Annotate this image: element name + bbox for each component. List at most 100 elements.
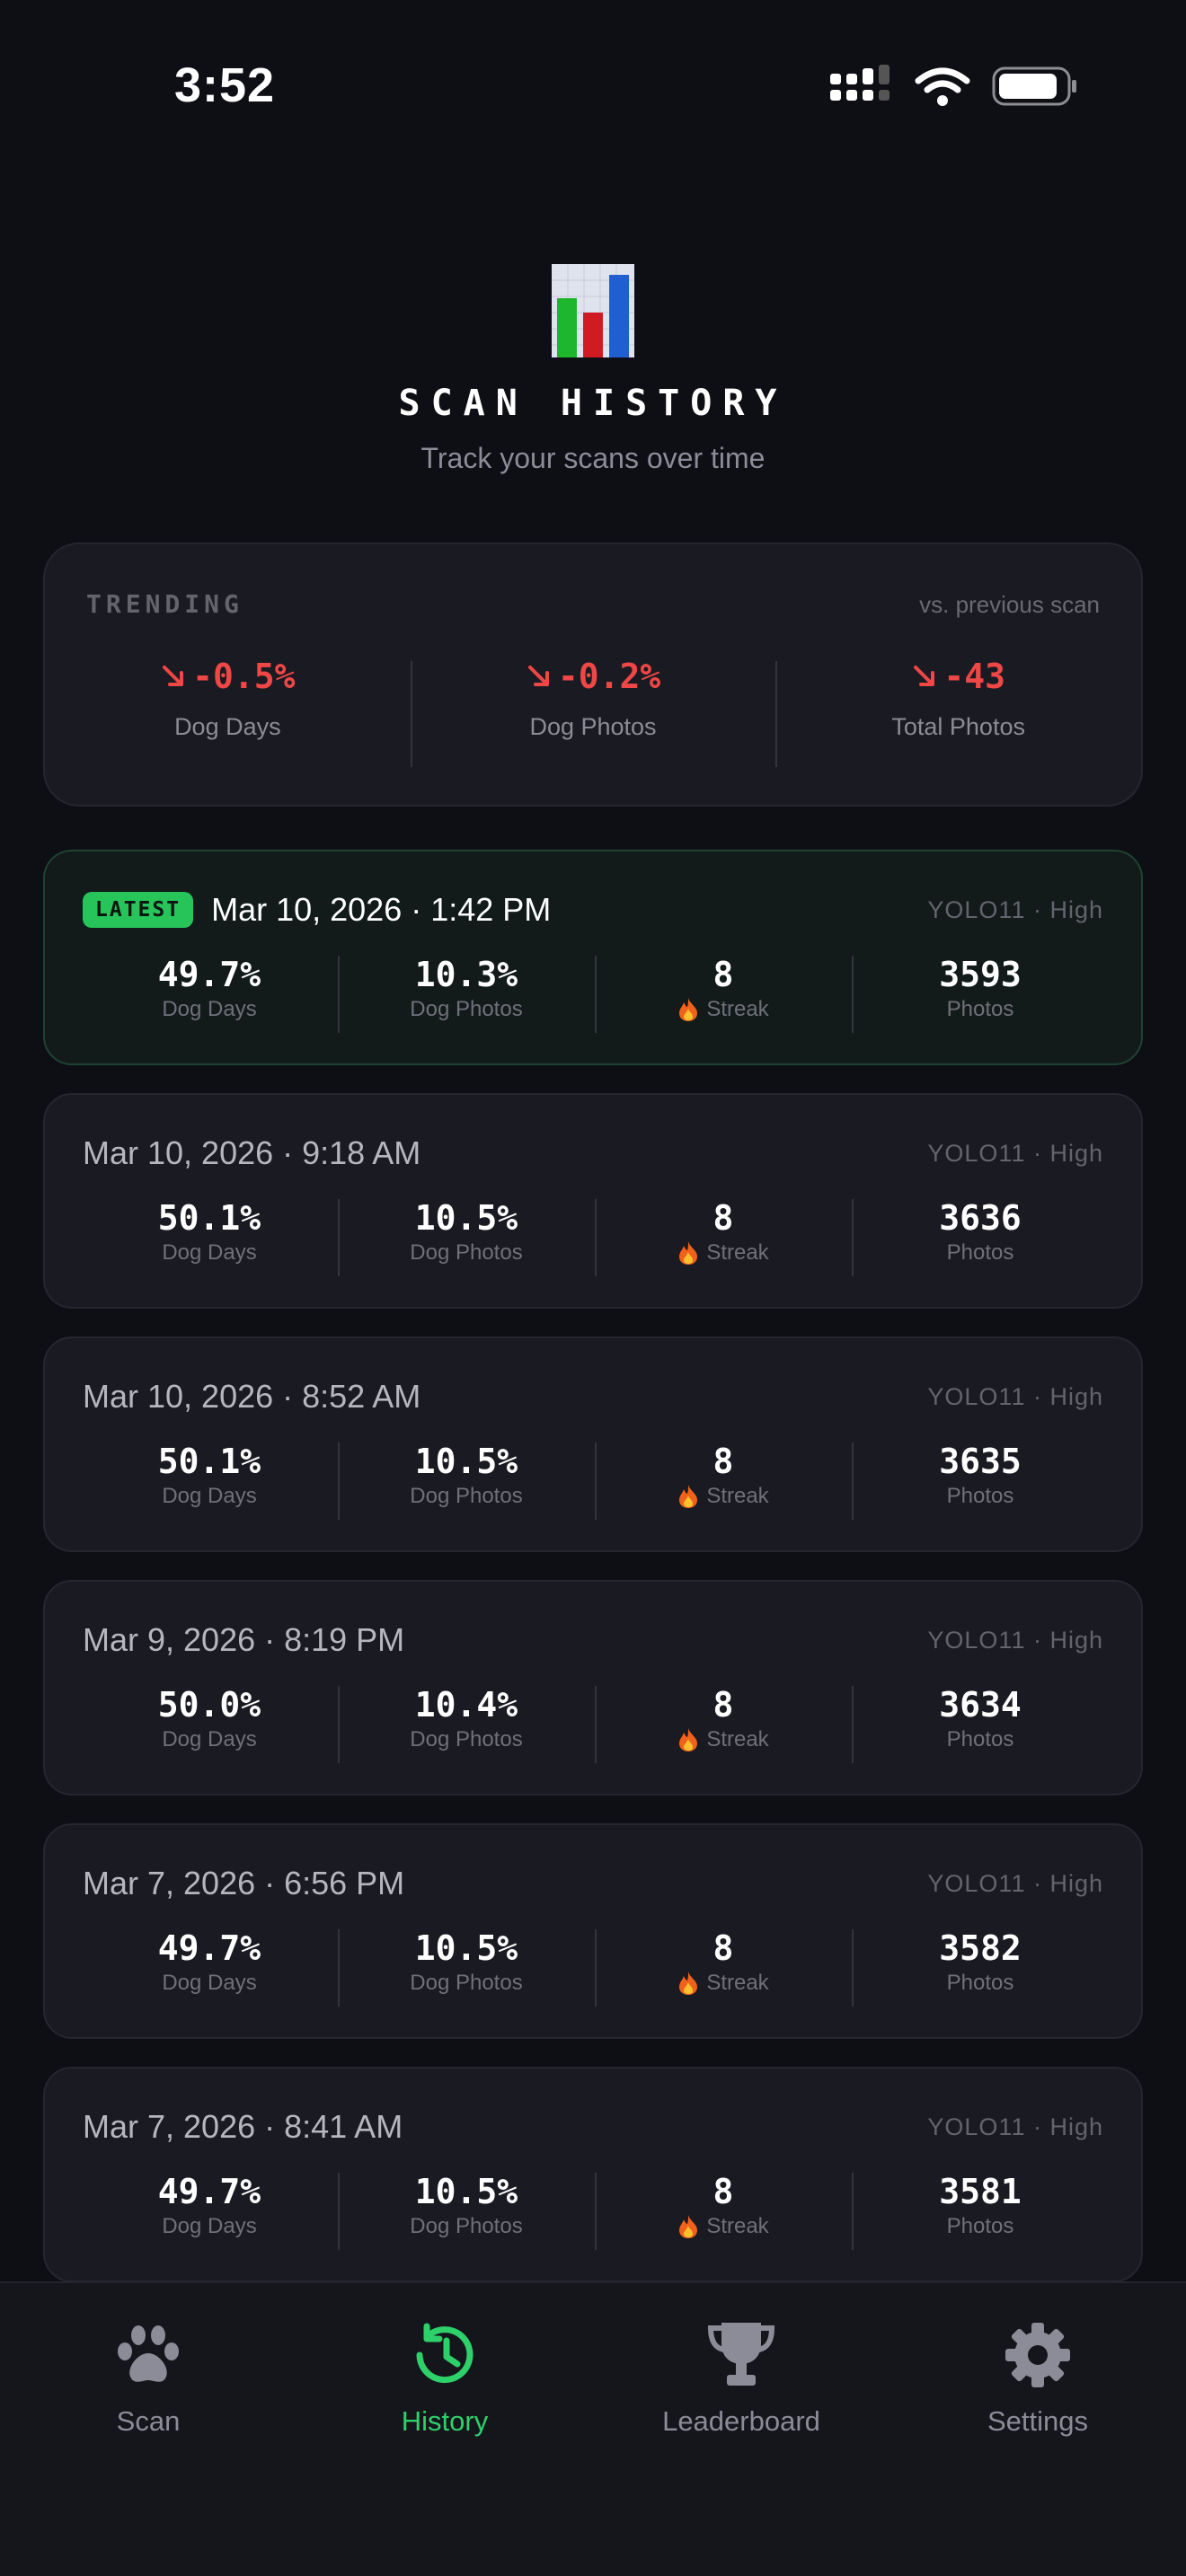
stat-label: Streak bbox=[706, 997, 769, 1021]
trending-card: TRENDING vs. previous scan -0.5% Dog Day… bbox=[43, 543, 1143, 807]
scan-date: Mar 10, 2026 · 1:42 PM bbox=[211, 891, 552, 928]
stat-label: Dog Photos bbox=[410, 1484, 523, 1508]
tab-label: History bbox=[401, 2405, 489, 2437]
status-icons bbox=[827, 65, 1078, 108]
stat-label: Dog Photos bbox=[410, 997, 523, 1021]
tab-bar: Scan History Lea bbox=[0, 2281, 1186, 2576]
stat-label: Streak bbox=[706, 1240, 769, 1265]
stat-label: Dog Days bbox=[162, 1971, 257, 1995]
stat-dog-days: 50.1% Dog Days bbox=[81, 1199, 338, 1266]
trend-value: -0.5% bbox=[192, 657, 296, 696]
trending-label: TRENDING bbox=[86, 589, 243, 619]
stat-streak: 8 Streak bbox=[595, 1928, 852, 2007]
scan-model: YOLO11 · High bbox=[927, 1382, 1103, 1410]
trend-value: -43 bbox=[943, 657, 1005, 696]
stat-label: Photos bbox=[946, 1971, 1014, 1995]
stat-label: Dog Photos bbox=[410, 2214, 523, 2238]
stat-label: Streak bbox=[706, 1484, 769, 1508]
stat-streak: 8 Streak bbox=[595, 1199, 852, 1276]
stat-streak: 8 Streak bbox=[595, 1685, 852, 1763]
scan-card[interactable]: Mar 10, 2026 · 9:18 AM YOLO11 · High 50.1%… bbox=[43, 1093, 1143, 1309]
tab-history[interactable]: History bbox=[296, 2317, 593, 2438]
stat-photos: 3593 Photos bbox=[852, 955, 1109, 1033]
stat-value: 10.5% bbox=[414, 1198, 518, 1238]
stat-dog-days: 49.7% Dog Days bbox=[81, 1929, 338, 1996]
trending-note: vs. previous scan bbox=[919, 591, 1100, 618]
stat-value: 10.5% bbox=[414, 1442, 518, 1481]
stat-value: 3635 bbox=[939, 1442, 1022, 1481]
stat-photos: 3634 Photos bbox=[852, 1685, 1109, 1763]
stat-value: 8 bbox=[712, 1685, 734, 1725]
scan-card[interactable]: Mar 7, 2026 · 8:41 AM YOLO11 · High 49.7% D… bbox=[43, 2067, 1143, 2282]
page-subtitle: Track your scans over time bbox=[420, 442, 766, 474]
latest-badge: LATEST bbox=[83, 892, 194, 928]
stat-value: 49.7% bbox=[157, 955, 261, 994]
stat-label: Streak bbox=[706, 1971, 769, 1995]
stat-dog-days: 50.1% Dog Days bbox=[81, 1442, 338, 1509]
tab-label: Settings bbox=[987, 2405, 1088, 2437]
stat-value: 10.5% bbox=[414, 1928, 518, 1968]
trophy-icon bbox=[593, 2317, 890, 2393]
stat-value: 3634 bbox=[939, 1685, 1022, 1725]
page-title: SCAN HISTORY bbox=[398, 383, 788, 424]
scan-card[interactable]: Mar 10, 2026 · 8:52 AM YOLO11 · High 50.1%… bbox=[43, 1337, 1143, 1552]
stat-label: Dog Days bbox=[162, 997, 257, 1021]
stat-label: Photos bbox=[946, 1727, 1014, 1751]
stat-dog-photos: 10.5% Dog Photos bbox=[338, 1928, 595, 2007]
stat-dog-photos: 10.3% Dog Photos bbox=[338, 956, 595, 1033]
scan-date: Mar 9, 2026 · 8:19 PM bbox=[83, 1621, 405, 1658]
stat-dog-days: 49.7% Dog Days bbox=[81, 2173, 338, 2239]
stat-value: 10.4% bbox=[414, 1685, 518, 1725]
tab-leaderboard[interactable]: Leaderboard bbox=[593, 2317, 890, 2438]
fire-icon bbox=[679, 1972, 698, 1995]
scan-card[interactable]: Mar 9, 2026 · 8:19 PM YOLO11 · High 50.0% D… bbox=[43, 1580, 1143, 1795]
stat-value: 50.1% bbox=[157, 1198, 261, 1238]
scan-card[interactable]: LATEST Mar 10, 2026 · 1:42 PM YOLO11 · Hig… bbox=[43, 850, 1143, 1065]
trend-dog-photos: -0.2% Dog Photos bbox=[410, 650, 776, 767]
tab-scan[interactable]: Scan bbox=[0, 2317, 296, 2438]
stat-photos: 3581 Photos bbox=[852, 2173, 1109, 2250]
stat-label: Dog Days bbox=[162, 1484, 257, 1508]
scan-model: YOLO11 · High bbox=[927, 1869, 1103, 1897]
history-icon bbox=[296, 2317, 593, 2393]
scan-date: Mar 10, 2026 · 8:52 AM bbox=[83, 1378, 421, 1415]
trend-value: -0.2% bbox=[557, 657, 661, 696]
stat-dog-photos: 10.5% Dog Photos bbox=[338, 1442, 595, 1520]
stat-label: Photos bbox=[946, 997, 1014, 1021]
stat-value: 3582 bbox=[939, 1928, 1022, 1968]
stat-value: 3636 bbox=[939, 1198, 1022, 1238]
stat-value: 8 bbox=[712, 1928, 734, 1968]
stat-value: 3593 bbox=[939, 955, 1022, 994]
scan-model: YOLO11 · High bbox=[927, 2113, 1103, 2140]
trend-label: Total Photos bbox=[891, 713, 1025, 740]
scan-model: YOLO11 · High bbox=[927, 895, 1103, 923]
stat-value: 50.1% bbox=[157, 1442, 261, 1481]
trend-down-arrow-icon bbox=[914, 666, 935, 686]
tab-label: Leaderboard bbox=[662, 2405, 820, 2437]
bar-chart-icon bbox=[550, 262, 636, 364]
stat-value: 8 bbox=[712, 955, 734, 994]
gear-icon bbox=[890, 2317, 1186, 2393]
trend-label: Dog Days bbox=[174, 713, 281, 740]
tab-settings[interactable]: Settings bbox=[890, 2317, 1186, 2438]
trend-dog-days: -0.5% Dog Days bbox=[45, 650, 411, 741]
stat-label: Dog Days bbox=[162, 2214, 257, 2238]
fire-icon bbox=[679, 1241, 698, 1265]
stat-label: Streak bbox=[706, 1727, 769, 1751]
fire-icon bbox=[679, 1485, 698, 1508]
stat-value: 50.0% bbox=[157, 1685, 261, 1725]
stat-value: 8 bbox=[712, 2172, 734, 2211]
stat-label: Dog Photos bbox=[410, 1240, 523, 1265]
stat-dog-photos: 10.4% Dog Photos bbox=[338, 1685, 595, 1763]
stat-value: 10.5% bbox=[414, 2172, 518, 2211]
scan-card[interactable]: Mar 7, 2026 · 6:56 PM YOLO11 · High 49.7% D… bbox=[43, 1823, 1143, 2039]
cellular-signal-icon bbox=[830, 65, 890, 101]
fire-icon bbox=[679, 1728, 698, 1751]
stat-label: Photos bbox=[946, 2214, 1014, 2238]
scan-model: YOLO11 · High bbox=[927, 1626, 1103, 1654]
wifi-icon bbox=[915, 67, 970, 106]
trend-total-photos: -43 Total Photos bbox=[775, 650, 1141, 767]
scan-date: Mar 10, 2026 · 9:18 AM bbox=[83, 1134, 421, 1171]
stat-photos: 3582 Photos bbox=[852, 1928, 1109, 2007]
